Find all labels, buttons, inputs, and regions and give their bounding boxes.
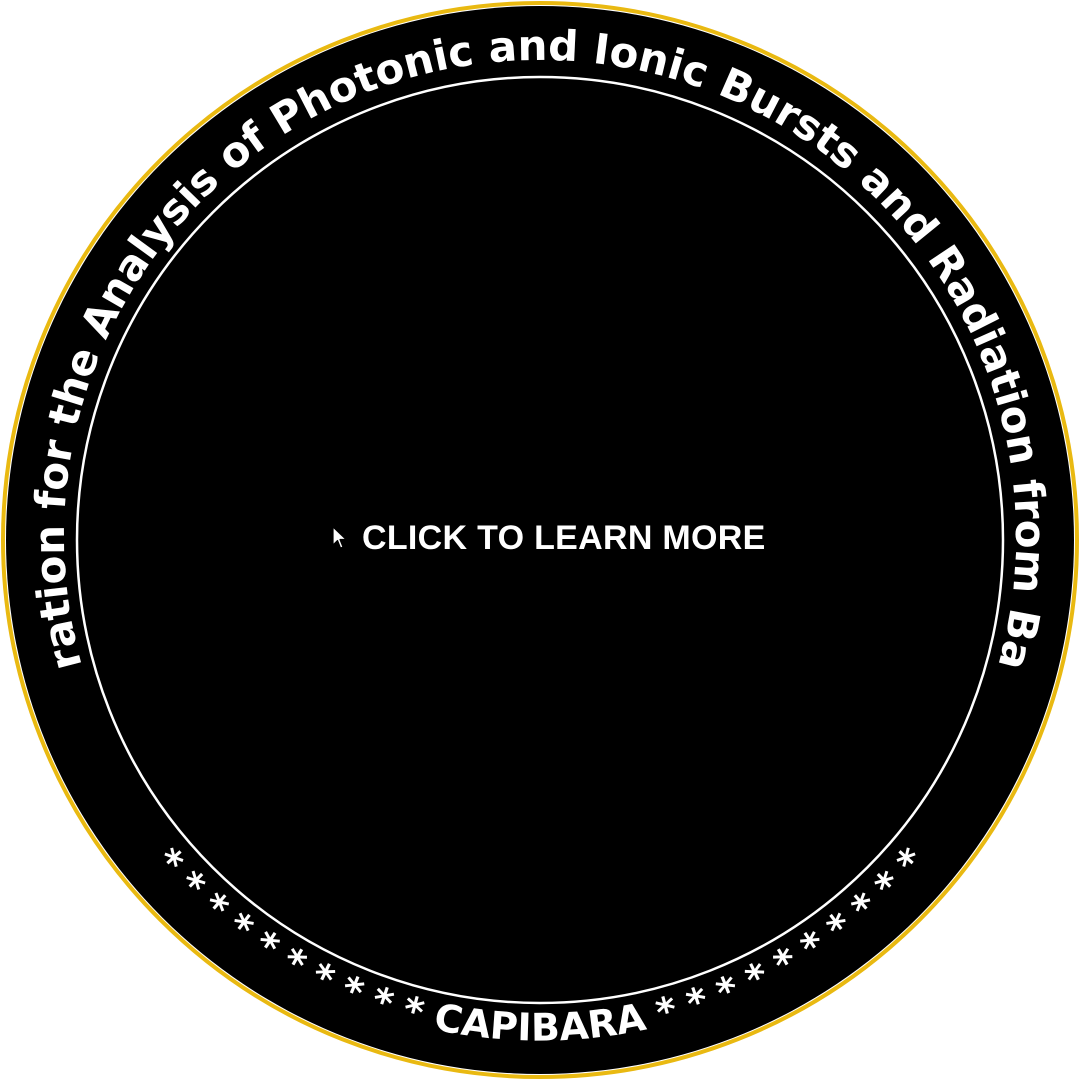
inner-white-ring <box>75 75 1005 1005</box>
learn-more-label: CLICK TO LEARN MORE <box>362 518 766 557</box>
badge-background <box>6 6 1074 1074</box>
cursor-arrow-icon <box>332 526 347 549</box>
learn-more-link[interactable]: CLICK TO LEARN MORE <box>330 514 766 562</box>
